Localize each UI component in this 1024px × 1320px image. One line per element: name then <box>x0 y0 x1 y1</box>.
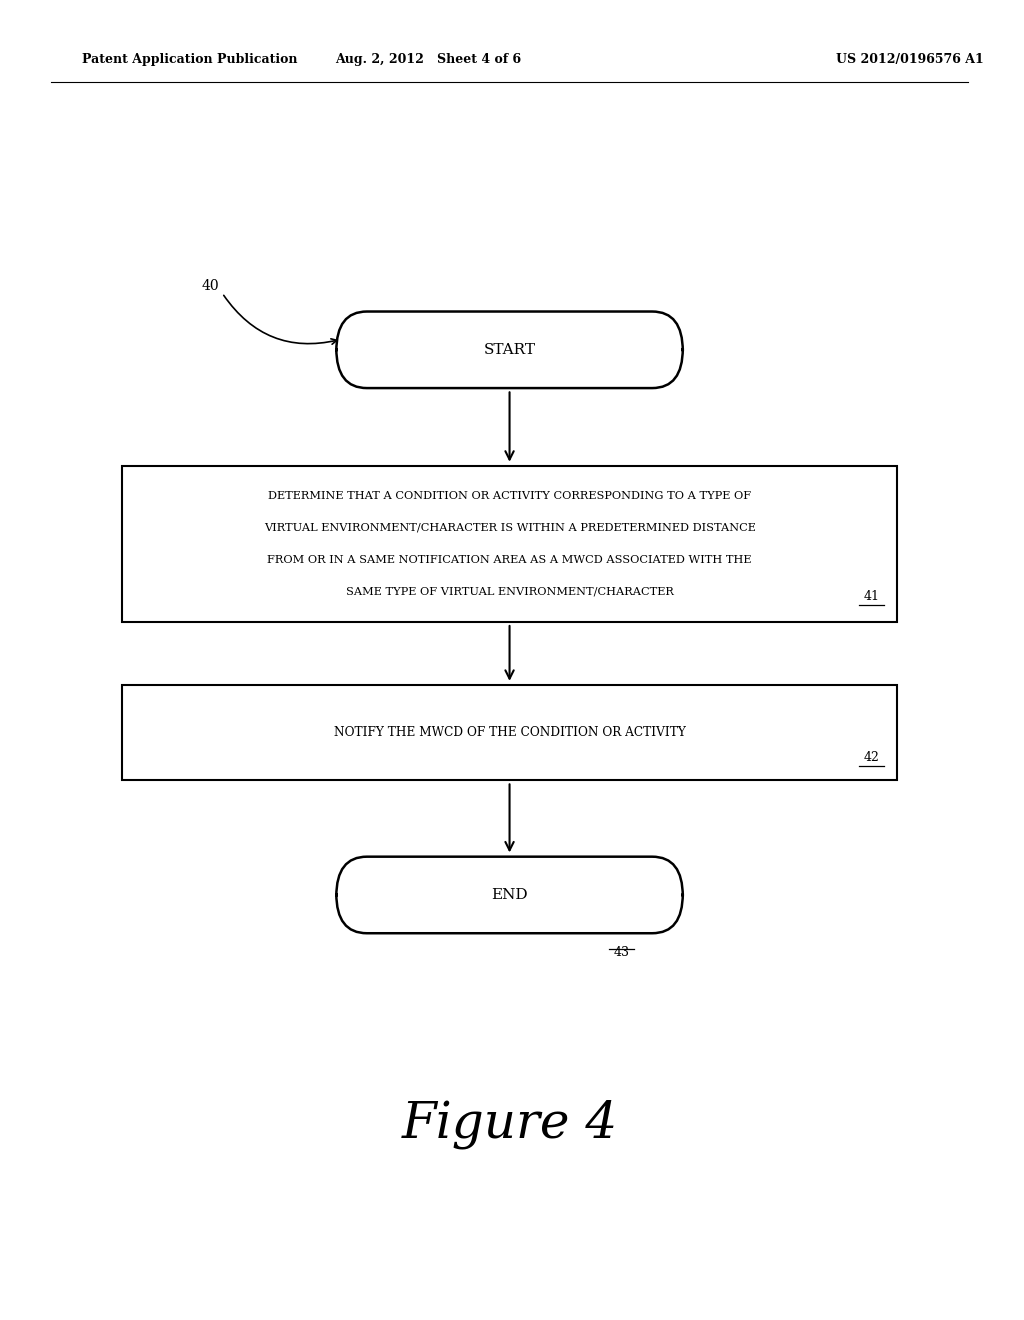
Text: FROM OR IN A SAME NOTIFICATION AREA AS A MWCD ASSOCIATED WITH THE: FROM OR IN A SAME NOTIFICATION AREA AS A… <box>267 554 752 565</box>
Bar <box>122 685 897 780</box>
Text: 41: 41 <box>863 590 880 603</box>
Text: 43: 43 <box>613 946 630 960</box>
Text: VIRTUAL ENVIRONMENT/CHARACTER IS WITHIN A PREDETERMINED DISTANCE: VIRTUAL ENVIRONMENT/CHARACTER IS WITHIN … <box>263 523 756 533</box>
Text: DETERMINE THAT A CONDITION OR ACTIVITY CORRESPONDING TO A TYPE OF: DETERMINE THAT A CONDITION OR ACTIVITY C… <box>268 491 752 502</box>
FancyBboxPatch shape <box>336 312 683 388</box>
FancyBboxPatch shape <box>336 857 683 933</box>
Text: US 2012/0196576 A1: US 2012/0196576 A1 <box>836 53 983 66</box>
Text: END: END <box>492 888 527 902</box>
Text: Figure 4: Figure 4 <box>401 1100 617 1150</box>
Text: START: START <box>483 343 536 356</box>
Text: NOTIFY THE MWCD OF THE CONDITION OR ACTIVITY: NOTIFY THE MWCD OF THE CONDITION OR ACTI… <box>334 726 685 739</box>
Text: Patent Application Publication: Patent Application Publication <box>82 53 297 66</box>
Text: 42: 42 <box>863 751 880 764</box>
Text: 40: 40 <box>202 280 219 293</box>
Text: SAME TYPE OF VIRTUAL ENVIRONMENT/CHARACTER: SAME TYPE OF VIRTUAL ENVIRONMENT/CHARACT… <box>346 586 674 597</box>
Text: Aug. 2, 2012   Sheet 4 of 6: Aug. 2, 2012 Sheet 4 of 6 <box>335 53 521 66</box>
Bar <box>122 466 897 622</box>
